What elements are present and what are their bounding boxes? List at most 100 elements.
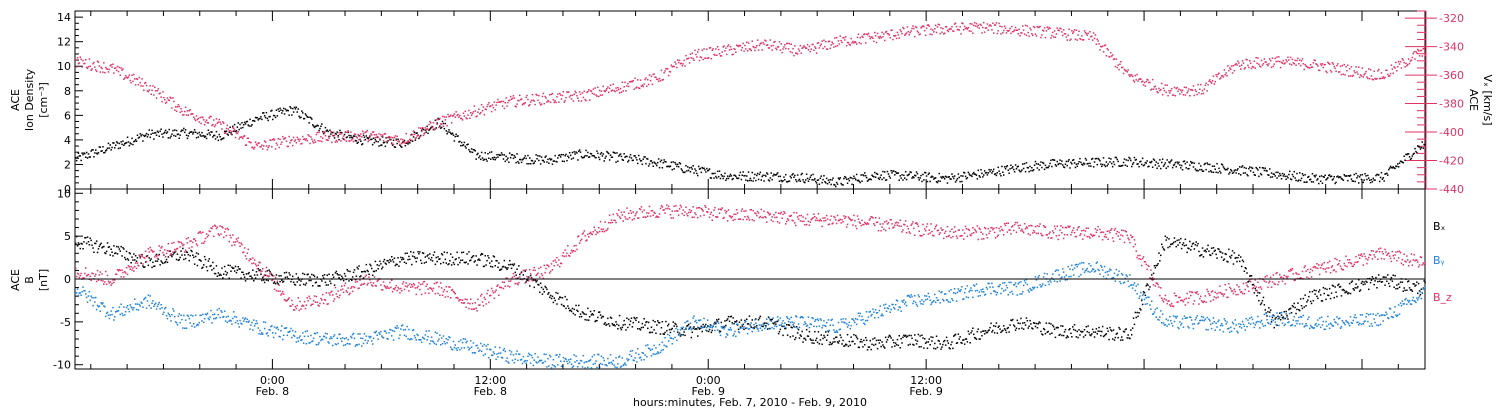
data-point — [1382, 276, 1384, 278]
data-point — [893, 170, 895, 172]
data-point — [152, 132, 154, 134]
data-point — [78, 292, 81, 294]
data-point — [942, 343, 944, 346]
data-point — [557, 157, 559, 159]
data-point — [406, 325, 408, 328]
data-point — [560, 98, 563, 100]
data-point — [563, 101, 565, 103]
data-point — [963, 343, 966, 345]
data-point — [608, 87, 611, 90]
data-point — [718, 53, 721, 55]
data-point — [245, 321, 248, 323]
data-point — [409, 338, 411, 341]
data-point — [424, 334, 427, 336]
data-point — [1419, 293, 1422, 296]
data-point — [738, 174, 741, 177]
data-point — [204, 258, 207, 261]
data-point — [391, 256, 393, 258]
data-point — [669, 331, 672, 334]
data-point — [868, 35, 871, 38]
series-Bₓ — [75, 235, 1426, 351]
data-point — [1259, 292, 1261, 294]
data-point — [323, 131, 326, 133]
data-point — [180, 250, 182, 252]
bottom-left-tick-label: -5 — [60, 316, 71, 329]
data-point — [834, 184, 836, 186]
data-point — [1013, 325, 1016, 328]
data-point — [767, 179, 770, 181]
data-point — [975, 174, 978, 176]
data-point — [799, 180, 802, 182]
data-point — [566, 91, 568, 93]
data-point — [409, 258, 411, 261]
data-point — [708, 328, 711, 331]
data-point — [465, 117, 467, 119]
data-point — [982, 176, 984, 178]
data-point — [375, 133, 377, 136]
data-point — [516, 103, 518, 105]
data-point — [978, 338, 980, 340]
data-point — [646, 157, 648, 160]
data-point — [729, 46, 732, 48]
data-point — [996, 32, 999, 35]
data-point — [1378, 280, 1381, 282]
data-point — [530, 99, 533, 102]
data-point — [460, 117, 462, 120]
data-point — [435, 119, 437, 121]
data-point — [148, 304, 150, 307]
data-point — [352, 135, 355, 137]
data-point — [288, 272, 290, 274]
data-point — [1152, 272, 1155, 275]
data-point — [223, 315, 225, 318]
data-point — [129, 304, 131, 306]
data-point — [176, 106, 179, 108]
data-point — [1270, 172, 1273, 174]
data-point — [1258, 63, 1260, 65]
data-point — [1309, 179, 1311, 181]
data-point — [1032, 25, 1035, 28]
data-point — [154, 90, 157, 92]
data-point — [850, 177, 852, 179]
data-point — [1338, 176, 1341, 178]
data-point — [1143, 291, 1146, 294]
data-point — [701, 330, 703, 333]
data-point — [172, 308, 174, 310]
data-point — [105, 312, 108, 314]
data-point — [1038, 169, 1040, 171]
data-point — [511, 263, 514, 266]
data-point — [415, 137, 417, 139]
top-left-tick-label: 2 — [64, 158, 71, 171]
data-point — [895, 172, 898, 175]
data-point — [415, 132, 417, 134]
data-point — [302, 135, 304, 138]
data-point — [550, 93, 553, 96]
data-point — [980, 169, 982, 171]
data-point — [855, 336, 858, 338]
data-point — [301, 110, 303, 112]
data-point — [280, 330, 282, 332]
data-point — [747, 42, 750, 44]
data-point — [327, 130, 329, 133]
data-point — [744, 174, 746, 177]
data-point — [1077, 163, 1079, 165]
data-point — [1377, 280, 1379, 283]
data-point — [743, 175, 745, 177]
data-point — [562, 153, 565, 156]
data-point — [1413, 283, 1415, 285]
data-point — [983, 21, 985, 24]
data-point — [169, 250, 171, 252]
data-point — [893, 35, 895, 37]
data-point — [956, 177, 959, 180]
data-point — [295, 273, 298, 275]
data-point — [529, 274, 532, 277]
data-point — [1170, 90, 1172, 92]
data-point — [861, 341, 863, 343]
data-point — [319, 127, 321, 130]
data-point — [295, 142, 298, 144]
data-point — [693, 172, 695, 174]
data-point — [1236, 169, 1238, 171]
data-point — [1147, 284, 1149, 286]
data-point — [1380, 172, 1383, 174]
data-point — [692, 57, 694, 60]
data-point — [80, 159, 82, 162]
